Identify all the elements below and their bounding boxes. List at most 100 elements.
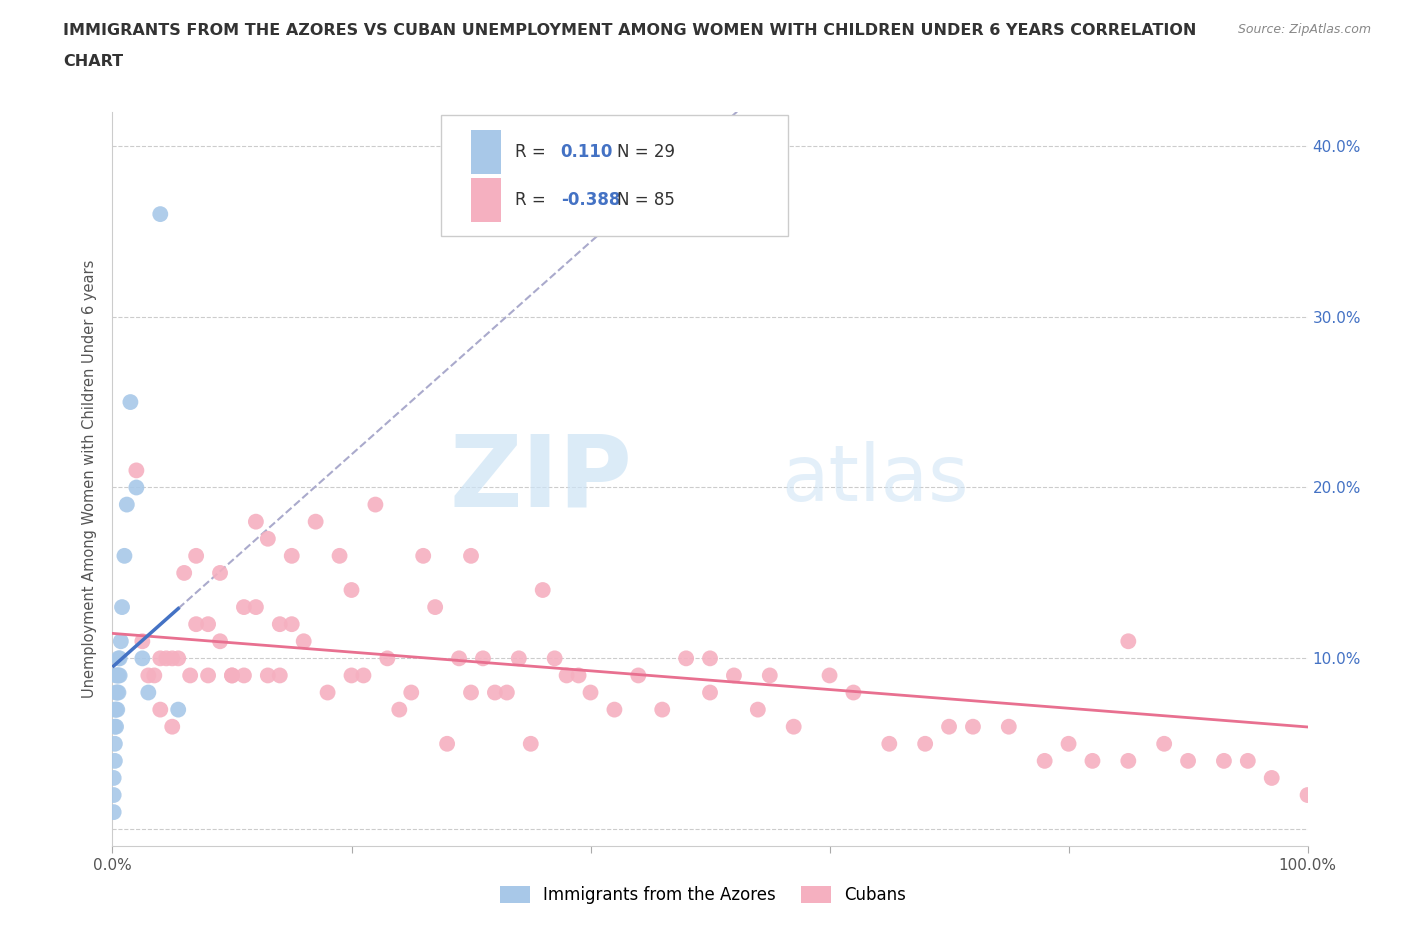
- Point: [173, 565, 195, 580]
- Text: atlas: atlas: [782, 441, 969, 517]
- Point: [579, 685, 602, 700]
- Point: [329, 549, 352, 564]
- Point: [1261, 771, 1284, 786]
- Point: [186, 549, 208, 564]
- Point: [938, 719, 960, 734]
- Point: [125, 480, 148, 495]
- Point: [103, 788, 125, 803]
- Point: [110, 634, 132, 649]
- Point: [155, 651, 177, 666]
- Point: [305, 514, 328, 529]
- Point: [962, 719, 984, 734]
- Y-axis label: Unemployment Among Women with Children Under 6 years: Unemployment Among Women with Children U…: [82, 259, 97, 698]
- Point: [131, 634, 153, 649]
- Point: [107, 685, 129, 700]
- Point: [460, 549, 482, 564]
- Point: [104, 753, 127, 768]
- Point: [209, 565, 232, 580]
- Point: [723, 668, 745, 683]
- Point: [782, 719, 804, 734]
- Point: [209, 634, 232, 649]
- Point: [105, 702, 128, 717]
- Point: [125, 463, 148, 478]
- Point: [107, 651, 129, 666]
- Point: [245, 600, 267, 615]
- Text: R =: R =: [515, 191, 551, 208]
- Point: [104, 737, 127, 751]
- Point: [555, 668, 578, 683]
- Point: [747, 702, 769, 717]
- Text: Source: ZipAtlas.com: Source: ZipAtlas.com: [1237, 23, 1371, 36]
- Point: [1177, 753, 1199, 768]
- Point: [111, 600, 134, 615]
- Legend: Immigrants from the Azores, Cubans: Immigrants from the Azores, Cubans: [492, 878, 914, 912]
- Point: [425, 600, 447, 615]
- Point: [759, 668, 782, 683]
- Point: [340, 582, 363, 597]
- Point: [603, 702, 626, 717]
- Point: [1296, 788, 1319, 803]
- Point: [105, 702, 128, 717]
- Point: [1081, 753, 1104, 768]
- Point: [460, 685, 482, 700]
- Point: [104, 719, 127, 734]
- Point: [377, 651, 399, 666]
- Point: [233, 600, 256, 615]
- Bar: [471, 130, 501, 174]
- Point: [221, 668, 243, 683]
- Point: [1237, 753, 1260, 768]
- Point: [699, 651, 721, 666]
- Point: [105, 685, 128, 700]
- Point: [543, 651, 565, 666]
- Point: [138, 668, 160, 683]
- Point: [105, 685, 128, 700]
- Point: [120, 394, 142, 409]
- Point: [520, 737, 543, 751]
- Point: [699, 685, 721, 700]
- Point: [167, 702, 190, 717]
- Point: [568, 668, 591, 683]
- Text: -0.388: -0.388: [561, 191, 620, 208]
- Text: N = 85: N = 85: [617, 191, 675, 208]
- Point: [447, 651, 470, 666]
- Point: [340, 668, 363, 683]
- Point: [138, 685, 160, 700]
- Text: IMMIGRANTS FROM THE AZORES VS CUBAN UNEMPLOYMENT AMONG WOMEN WITH CHILDREN UNDER: IMMIGRANTS FROM THE AZORES VS CUBAN UNEM…: [63, 23, 1197, 38]
- Point: [1118, 634, 1140, 649]
- Point: [245, 514, 267, 529]
- Point: [108, 651, 131, 666]
- Point: [292, 634, 315, 649]
- Point: [316, 685, 339, 700]
- Point: [412, 549, 434, 564]
- Point: [186, 617, 208, 631]
- Point: [269, 617, 291, 631]
- Point: [105, 719, 128, 734]
- Text: N = 29: N = 29: [617, 143, 675, 161]
- Point: [627, 668, 650, 683]
- Point: [472, 651, 495, 666]
- Point: [269, 668, 291, 683]
- Point: [179, 668, 201, 683]
- Point: [162, 719, 183, 734]
- Text: ZIP: ZIP: [450, 431, 633, 527]
- Point: [1153, 737, 1175, 751]
- Point: [364, 498, 387, 512]
- Point: [104, 702, 127, 717]
- Bar: [471, 178, 501, 222]
- Point: [401, 685, 423, 700]
- Text: CHART: CHART: [63, 54, 124, 69]
- Point: [484, 685, 506, 700]
- Point: [143, 668, 166, 683]
- Point: [233, 668, 256, 683]
- Point: [108, 668, 131, 683]
- Point: [197, 617, 219, 631]
- Text: R =: R =: [515, 143, 551, 161]
- Point: [1213, 753, 1236, 768]
- Point: [914, 737, 936, 751]
- Point: [842, 685, 865, 700]
- Text: 0.110: 0.110: [561, 143, 613, 161]
- Point: [1118, 753, 1140, 768]
- Point: [1057, 737, 1080, 751]
- FancyBboxPatch shape: [441, 115, 787, 236]
- Point: [149, 206, 172, 221]
